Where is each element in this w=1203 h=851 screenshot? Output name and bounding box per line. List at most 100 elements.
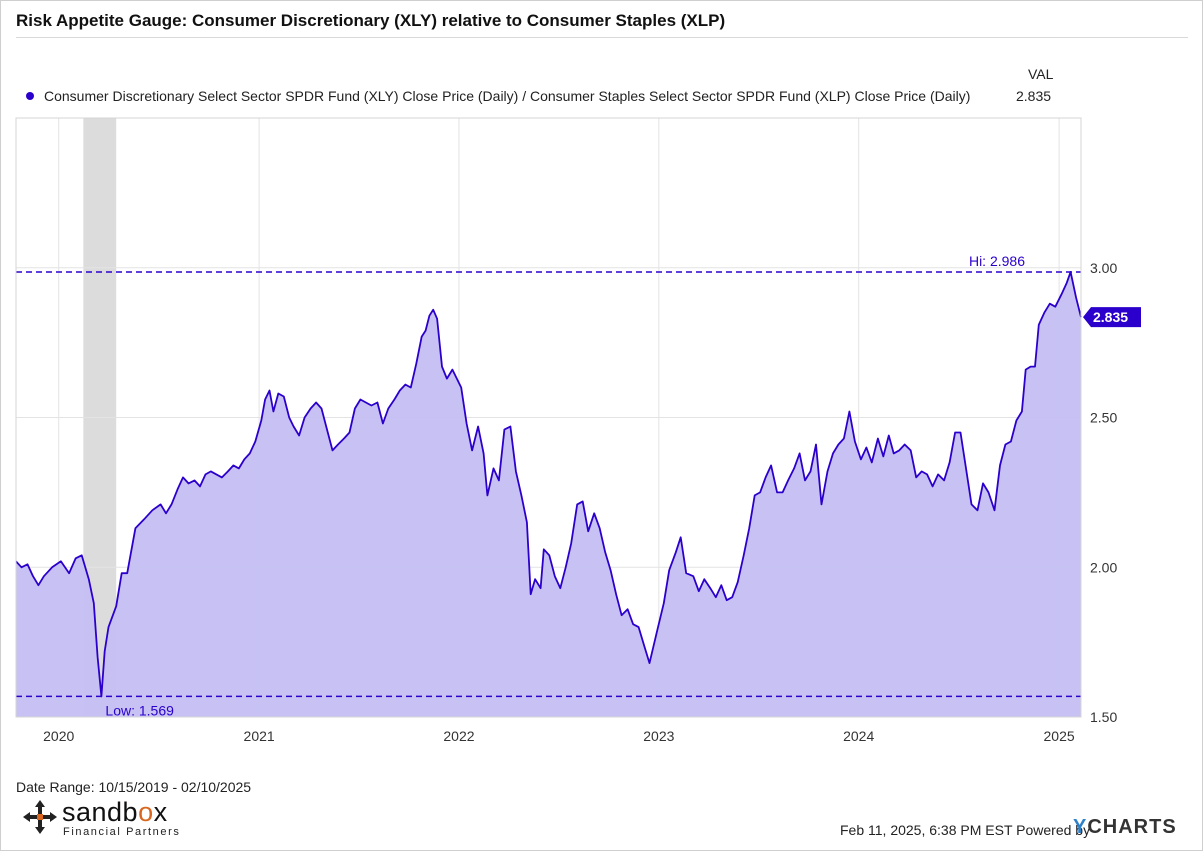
data-point	[709, 587, 711, 589]
data-point	[410, 386, 412, 388]
data-point	[582, 500, 584, 502]
last-value-label: 2.835	[1093, 309, 1128, 325]
data-point	[655, 632, 657, 634]
data-point	[680, 536, 682, 538]
data-point	[1066, 282, 1068, 284]
data-point	[698, 590, 700, 592]
series-line[interactable]	[15, 271, 1082, 698]
data-point	[809, 470, 811, 472]
data-point	[865, 446, 867, 448]
data-point	[264, 398, 266, 400]
data-point	[843, 437, 845, 439]
data-point	[663, 602, 665, 604]
data-point	[283, 395, 285, 397]
data-point	[509, 425, 511, 427]
data-point	[193, 479, 195, 481]
data-point	[1043, 311, 1045, 313]
data-point	[903, 443, 905, 445]
data-point	[68, 572, 70, 574]
data-point	[1069, 271, 1071, 273]
data-point	[292, 425, 294, 427]
data-point	[736, 581, 738, 583]
legend-value-header: VAL	[1028, 66, 1054, 82]
data-point	[888, 434, 890, 436]
data-point	[115, 605, 117, 607]
data-point	[548, 554, 550, 556]
data-point	[20, 566, 22, 568]
data-point	[1029, 365, 1031, 367]
data-point	[948, 461, 950, 463]
data-point	[1034, 365, 1036, 367]
low-label: Low: 1.569	[105, 702, 174, 718]
data-point	[832, 452, 834, 454]
data-point	[982, 482, 984, 484]
y-tick-label: 2.00	[1090, 559, 1117, 575]
data-point	[530, 593, 532, 595]
data-point	[482, 452, 484, 454]
data-point	[26, 563, 28, 565]
data-point	[393, 398, 395, 400]
y-tick-label: 1.50	[1090, 709, 1117, 725]
data-point	[993, 509, 995, 511]
data-point	[298, 434, 300, 436]
data-point	[692, 575, 694, 577]
data-point	[260, 419, 262, 421]
data-point	[320, 407, 322, 409]
data-point	[1054, 305, 1056, 307]
logo-wordmark: sandbox	[62, 797, 168, 827]
data-point	[1015, 419, 1017, 421]
high-label: Hi: 2.986	[969, 253, 1025, 269]
data-point	[277, 392, 279, 394]
data-point	[720, 584, 722, 586]
legend-entry[interactable]: Consumer Discretionary Select Sector SPD…	[26, 88, 970, 104]
data-point	[143, 518, 145, 520]
data-point	[134, 527, 136, 529]
data-point	[81, 554, 83, 556]
data-point	[526, 521, 528, 523]
data-point	[826, 470, 828, 472]
data-point	[60, 560, 62, 562]
plot-border	[15, 117, 1082, 718]
data-point	[626, 608, 628, 610]
data-point	[987, 491, 989, 493]
data-point	[370, 404, 372, 406]
data-point	[920, 470, 922, 472]
data-point	[74, 557, 76, 559]
data-point	[776, 491, 778, 493]
data-point	[471, 449, 473, 451]
chart-plot[interactable]: 1.50 2.00 2.50 3.00 2020 2021 2022 2023 2024 2025…	[0, 110, 1203, 750]
last-value-flag	[1083, 307, 1141, 328]
data-point	[309, 407, 311, 409]
data-point	[243, 458, 245, 460]
data-point	[100, 695, 102, 697]
data-point	[88, 578, 90, 580]
ycharts-logo[interactable]: YCHARTS	[1073, 816, 1177, 838]
data-point	[559, 587, 561, 589]
data-point	[187, 482, 189, 484]
data-point	[460, 386, 462, 388]
data-point	[331, 449, 333, 451]
data-point	[1038, 323, 1040, 325]
data-point	[32, 575, 34, 577]
data-point	[770, 464, 772, 466]
data-point	[965, 467, 967, 469]
data-point	[554, 575, 556, 577]
data-point	[436, 317, 438, 319]
data-point	[37, 584, 39, 586]
data-point	[477, 425, 479, 427]
data-point	[232, 464, 234, 466]
data-point	[104, 650, 106, 652]
data-point	[620, 614, 622, 616]
data-point	[781, 491, 783, 493]
data-point	[354, 407, 356, 409]
data-point	[539, 587, 541, 589]
data-point	[931, 485, 933, 487]
data-point	[428, 314, 430, 316]
data-point	[954, 431, 956, 433]
data-point	[288, 416, 290, 418]
x-tick-label: 2022	[443, 728, 474, 744]
data-point	[303, 416, 305, 418]
footer-timestamp: Feb 11, 2025, 6:38 PM EST Powered by	[840, 822, 1091, 838]
data-point	[93, 602, 95, 604]
data-point	[1060, 294, 1062, 296]
